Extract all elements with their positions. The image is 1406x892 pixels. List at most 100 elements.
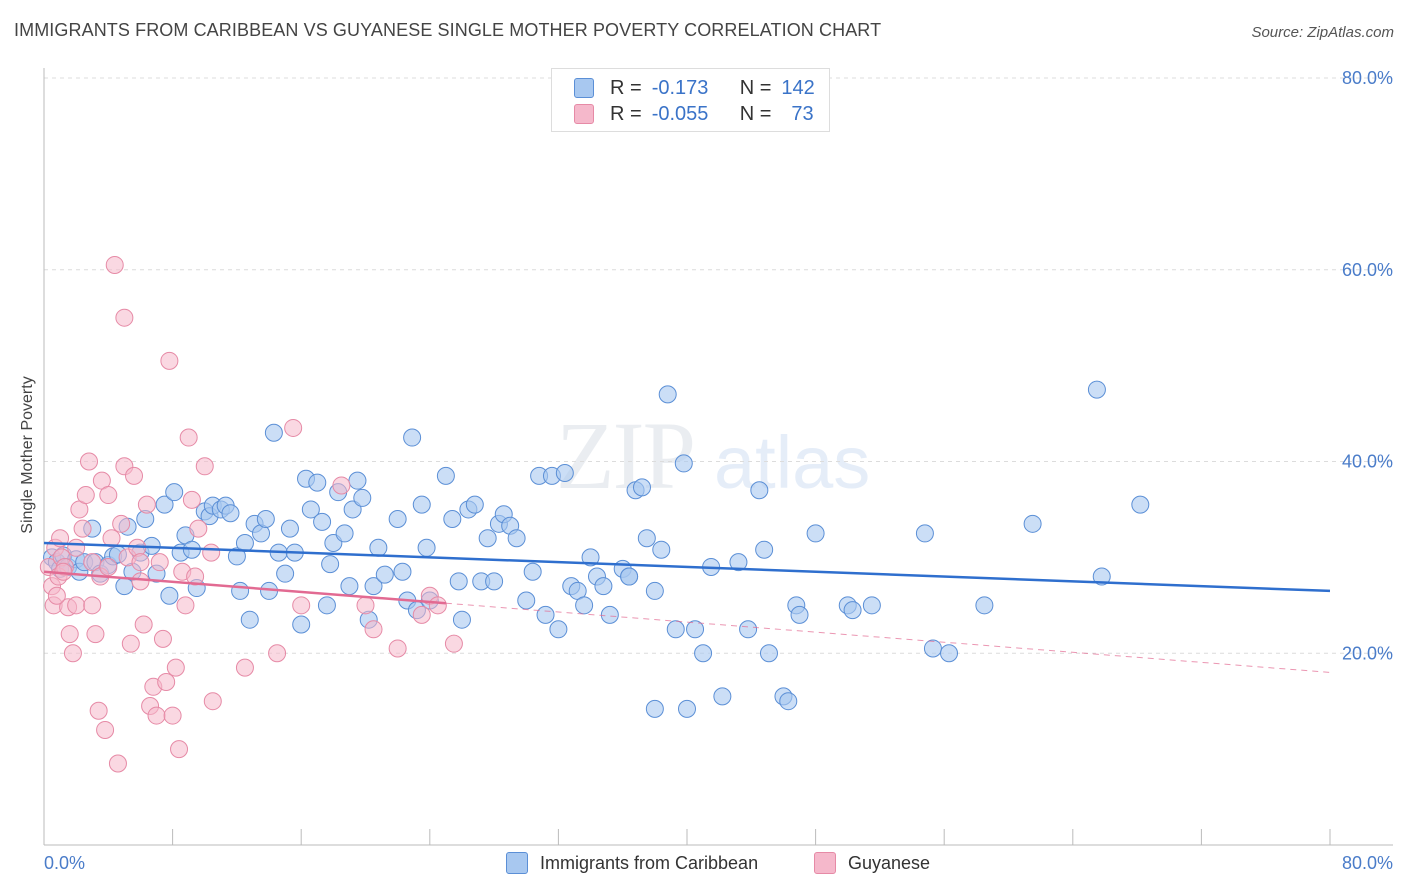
data-point-guyanese [186, 567, 205, 586]
y-tick-label: 40.0% [1342, 452, 1393, 472]
data-point-caribbean [276, 564, 295, 583]
data-point-caribbean [280, 519, 299, 538]
data-point-caribbean [335, 524, 354, 543]
data-point-caribbean [443, 510, 462, 529]
data-point-caribbean [485, 572, 504, 591]
trend-line-caribbean [43, 541, 1331, 593]
legend-item-caribbean[interactable]: Immigrants from Caribbean [506, 852, 758, 874]
data-point-guyanese [202, 543, 221, 562]
data-point-caribbean [779, 692, 798, 711]
legend-r-value: -0.055 [651, 102, 709, 125]
legend-label-guyanese: Guyanese [848, 852, 931, 873]
data-point-guyanese [160, 351, 179, 370]
data-point-caribbean [1131, 495, 1150, 514]
data-point-caribbean [686, 620, 705, 639]
legend-item-guyanese[interactable]: Guyanese [814, 852, 930, 874]
data-point-guyanese [131, 553, 150, 572]
legend-n-value: 142 [781, 76, 815, 99]
data-point-caribbean [348, 471, 367, 490]
data-point-caribbean [790, 605, 809, 624]
legend-swatch-caribbean [506, 852, 528, 874]
trend-line-guyanese-extension [445, 602, 1331, 673]
data-point-caribbean [678, 699, 696, 718]
data-point-caribbean [301, 500, 320, 519]
data-point-caribbean [713, 687, 732, 706]
data-point-guyanese [235, 658, 254, 677]
data-point-guyanese [73, 519, 92, 538]
x-tick-label: 80.0% [1342, 853, 1393, 873]
data-point-caribbean [594, 577, 613, 596]
data-point-caribbean [739, 620, 758, 639]
data-point-guyanese [96, 720, 115, 739]
data-point-caribbean [694, 644, 713, 663]
data-point-guyanese [76, 486, 95, 505]
data-point-caribbean [645, 581, 664, 600]
data-point-caribbean [264, 423, 283, 442]
data-point-caribbean [755, 540, 774, 559]
data-point-guyanese [170, 740, 189, 759]
data-point-guyanese [86, 625, 105, 644]
data-point-caribbean [364, 577, 383, 596]
data-point-guyanese [131, 572, 150, 591]
data-point-guyanese [112, 514, 131, 533]
watermark-zip: ZIP [556, 402, 696, 509]
data-point-guyanese [182, 490, 201, 509]
legend-r-label: R = [610, 102, 642, 125]
data-point-guyanese [428, 596, 447, 615]
data-point-guyanese [388, 639, 407, 658]
data-point-caribbean [637, 529, 656, 548]
data-point-guyanese [163, 706, 182, 725]
data-point-guyanese [153, 629, 172, 648]
data-point-caribbean [313, 512, 332, 531]
data-point-caribbean [403, 428, 422, 447]
data-point-caribbean [227, 547, 246, 566]
tick-labels: 20.0% 40.0% 60.0% 80.0% 0.0% 80.0% [44, 68, 1393, 873]
series-legend: Immigrants from Caribbean Guyanese [0, 852, 1406, 878]
data-point-caribbean [645, 699, 664, 718]
data-point-caribbean [353, 488, 372, 507]
data-point-caribbean [620, 567, 639, 586]
data-point-guyanese [166, 658, 185, 677]
data-point-caribbean [1087, 380, 1106, 399]
legend-r-value: -0.173 [651, 76, 709, 99]
trend-lines [43, 541, 1331, 673]
data-point-guyanese [121, 634, 140, 653]
data-point-caribbean [478, 529, 497, 548]
data-point-guyanese [63, 644, 82, 663]
data-point-caribbean [393, 562, 412, 581]
data-point-caribbean [221, 504, 240, 523]
data-point-guyanese [80, 452, 99, 471]
data-point-caribbean [674, 454, 693, 473]
data-point-guyanese [105, 255, 124, 274]
legend-row-guyanese: R = -0.055 N = 73 [574, 101, 814, 127]
x-tick-label: 0.0% [44, 853, 85, 873]
legend-r-label: R = [610, 76, 642, 99]
data-point-caribbean [915, 524, 934, 543]
data-point-guyanese [284, 418, 303, 437]
data-point-caribbean [388, 510, 407, 529]
data-point-guyanese [189, 519, 208, 538]
data-point-guyanese [332, 476, 351, 495]
data-point-guyanese [99, 486, 118, 505]
y-tick-label: 60.0% [1342, 260, 1393, 280]
data-point-caribbean [436, 466, 455, 485]
data-point-caribbean [321, 555, 340, 574]
data-point-guyanese [108, 754, 127, 773]
legend-n-label: N = [739, 76, 772, 99]
data-point-guyanese [179, 428, 198, 447]
data-point-guyanese [99, 557, 118, 576]
data-point-guyanese [67, 538, 86, 557]
data-point-guyanese [176, 596, 195, 615]
data-point-caribbean [235, 533, 254, 552]
data-point-guyanese [356, 596, 375, 615]
data-point-caribbean [523, 562, 542, 581]
data-point-caribbean [465, 495, 484, 514]
data-point-guyanese [292, 596, 311, 615]
legend-swatch-caribbean [574, 78, 594, 98]
data-point-caribbean [369, 538, 388, 557]
legend-swatch-guyanese [574, 104, 594, 124]
data-point-guyanese [115, 308, 134, 327]
series-guyanese-points [39, 255, 463, 773]
data-point-caribbean [412, 495, 431, 514]
data-point-caribbean [575, 596, 594, 615]
